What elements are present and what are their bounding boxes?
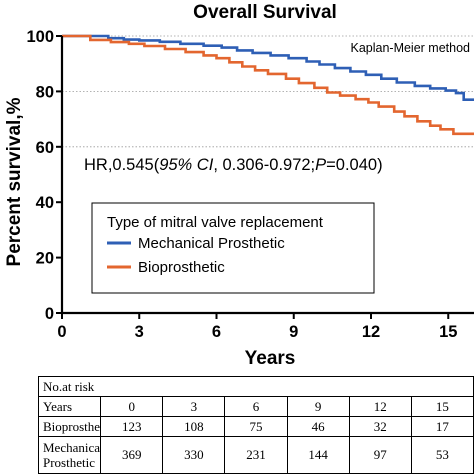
x-tick-label: 6: [212, 323, 221, 341]
risk-cell: 123: [100, 416, 164, 437]
risk-cell: 330: [162, 436, 226, 474]
risk-cell: 32: [348, 416, 412, 437]
series-layer: [62, 34, 474, 136]
y-gridlines: [62, 35, 474, 148]
number-at-risk-table: No.at risk Years 0 3 6 9 12 15 Bioprosth…: [37, 376, 474, 474]
y-tick-label: 40: [36, 194, 54, 212]
x-tick-label: 9: [289, 323, 298, 341]
x-tick-label: 3: [135, 323, 144, 341]
hr-text-p: P: [315, 156, 326, 174]
method-note: Kaplan-Meier method: [350, 41, 470, 55]
series-line-bioprosthetic: [62, 34, 474, 136]
risk-cell: 75: [224, 416, 288, 437]
risk-cell: 53: [410, 436, 474, 474]
risk-row-label-bioprosthetic: Bioprosthetic: [37, 416, 102, 437]
axes: 0 20 40 60 80 100 0 3 6 9 12 15: [26, 28, 474, 341]
risk-cell: 369: [100, 436, 164, 474]
legend-box: [91, 202, 375, 294]
risk-cell: 17: [410, 416, 474, 437]
hr-text-part: , 0.306-0.972;: [213, 156, 315, 174]
risk-row-label-years: Years: [37, 396, 102, 417]
y-axis-label: Percent survival,%: [4, 97, 25, 266]
hr-text-ci: 95% CI: [159, 156, 214, 174]
legend: Type of mitral valve replacement Mechani…: [91, 202, 375, 294]
risk-cell: 6: [224, 396, 288, 417]
chart-title: Overall Survival: [193, 2, 337, 23]
risk-cell: 231: [224, 436, 288, 474]
survival-chart: Overall Survival Kaplan-Meier method HR,…: [4, 2, 474, 369]
risk-row-label-mechanical: Mechanical Prosthetic: [37, 436, 102, 474]
risk-cell: 9: [286, 396, 350, 417]
risk-cell: 46: [286, 416, 350, 437]
y-tick-label: 80: [36, 83, 54, 101]
series-line-mechanical: [62, 34, 474, 101]
risk-cell: 144: [286, 436, 350, 474]
hr-text-part: =0.040): [326, 156, 382, 174]
x-tick-label: 0: [57, 323, 66, 341]
risk-table-header: No.at risk: [38, 376, 474, 397]
risk-cell: 12: [348, 396, 412, 417]
y-tick-label: 100: [26, 28, 54, 46]
hr-text-part: HR,0.545(: [84, 156, 160, 174]
x-tick-label: 12: [362, 323, 380, 341]
x-axis-label: Years: [245, 348, 296, 369]
risk-cell: 0: [100, 396, 164, 417]
x-tick-label: 15: [439, 323, 457, 341]
y-tick-label: 20: [36, 250, 54, 268]
legend-entry-label: Mechanical Prosthetic: [138, 235, 285, 252]
risk-cell: 97: [348, 436, 412, 474]
risk-cell: 108: [162, 416, 226, 437]
legend-title: Type of mitral valve replacement: [107, 214, 324, 231]
y-tick-label: 0: [45, 305, 54, 323]
y-tick-label: 60: [36, 139, 54, 157]
legend-entry-label: Bioprosthetic: [138, 259, 225, 276]
risk-cell: 3: [162, 396, 226, 417]
risk-cell: 15: [410, 396, 474, 417]
hazard-ratio-text: HR,0.545(95% CI, 0.306-0.972;P=0.040): [84, 156, 383, 174]
